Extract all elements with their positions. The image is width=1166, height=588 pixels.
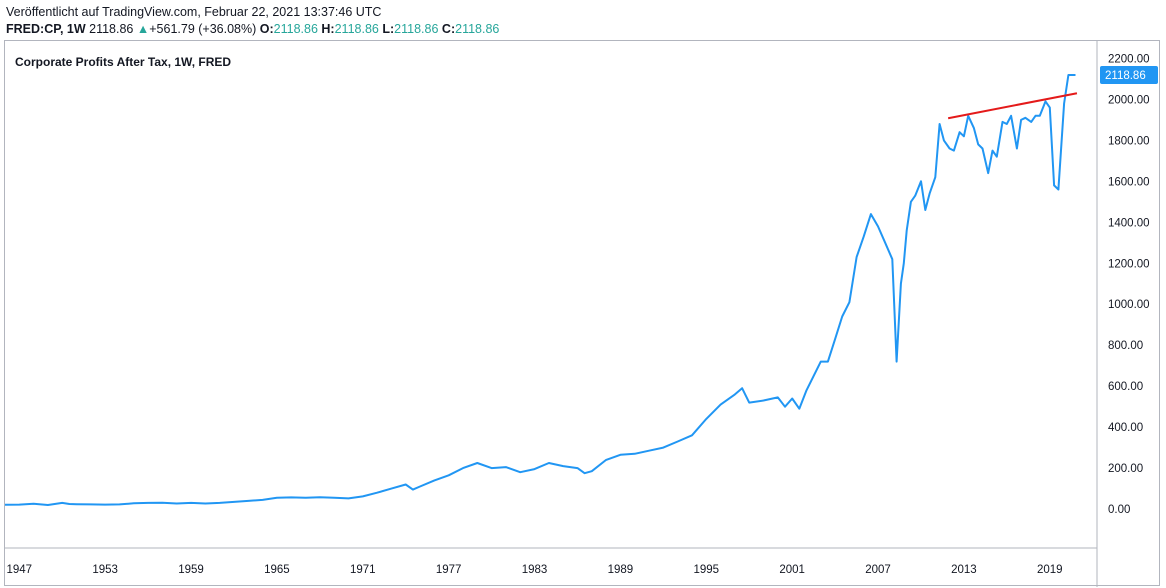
time-tick-label: 1965 — [264, 564, 290, 576]
time-tick-label: 2013 — [951, 564, 977, 576]
price-axis[interactable]: 0.00 200.00 400.00 600.00 800.00 1000.00 1200.… — [1108, 53, 1150, 516]
time-axis[interactable]: 1947 1953 1959 1965 1971 1977 1983 1989 1995 2001… — [7, 564, 1063, 576]
time-tick-label: 1995 — [693, 564, 719, 576]
last-price: 2118.86 — [89, 22, 134, 36]
open-label: O: — [259, 22, 274, 36]
chart-svg[interactable]: Corporate Profits After Tax, 1W, FRED 0.… — [5, 41, 1161, 587]
price-tick-label: 1000.00 — [1108, 299, 1150, 311]
price-tick-label: 2200.00 — [1108, 53, 1150, 65]
last-price-tag-label: 2118.86 — [1105, 70, 1146, 82]
trendline[interactable] — [947, 92, 1078, 120]
time-tick-label: 1977 — [436, 564, 462, 576]
high-value: 2118.86 — [334, 22, 379, 36]
chart-frame: Corporate Profits After Tax, 1W, FRED 0.… — [4, 40, 1161, 587]
price-tick-label: 1600.00 — [1108, 176, 1150, 188]
price-tick-label: 1200.00 — [1108, 258, 1150, 270]
price-change: +561.79 (+36.08%) — [149, 22, 257, 36]
price-tick-label: 600.00 — [1108, 381, 1143, 393]
close-value: 2118.86 — [455, 22, 500, 36]
time-tick-label: 1989 — [608, 564, 634, 576]
price-tick-label: 1400.00 — [1108, 217, 1150, 229]
time-tick-label: 1947 — [7, 564, 33, 576]
time-tick-label: 1953 — [92, 564, 118, 576]
triangle-up-icon: ▲ — [136, 22, 150, 36]
price-tick-label: 1800.00 — [1108, 135, 1150, 147]
chart-title: Corporate Profits After Tax, 1W, FRED — [15, 55, 231, 69]
open-value: 2118.86 — [273, 22, 318, 36]
high-label: H: — [321, 22, 335, 36]
last-price-tag-bg — [1100, 66, 1158, 85]
series-line-corporate-profits — [5, 74, 1076, 506]
price-tick-label: 400.00 — [1108, 422, 1143, 434]
time-tick-label: 2001 — [779, 564, 805, 576]
time-tick-label: 1971 — [350, 564, 376, 576]
time-tick-label: 1983 — [522, 564, 548, 576]
low-value: 2118.86 — [394, 22, 439, 36]
low-label: L: — [382, 22, 395, 36]
time-tick-label: 2007 — [865, 564, 891, 576]
price-tick-label: 800.00 — [1108, 340, 1143, 352]
quote-bar: FRED:CP, 1W 2118.86 ▲+561.79 (+36.08%) O… — [6, 22, 499, 36]
published-caption: Veröffentlicht auf TradingView.com, Febr… — [6, 5, 382, 19]
price-tick-label: 200.00 — [1108, 463, 1143, 475]
symbol-label: FRED:CP, 1W — [6, 22, 86, 36]
time-tick-label: 2019 — [1037, 564, 1063, 576]
price-tick-label: 2000.00 — [1108, 94, 1150, 106]
price-tick-label: 0.00 — [1108, 504, 1130, 516]
last-price-tag: 2118.86 — [1100, 66, 1158, 85]
close-label: C: — [441, 22, 456, 36]
time-tick-label: 1959 — [178, 564, 204, 576]
